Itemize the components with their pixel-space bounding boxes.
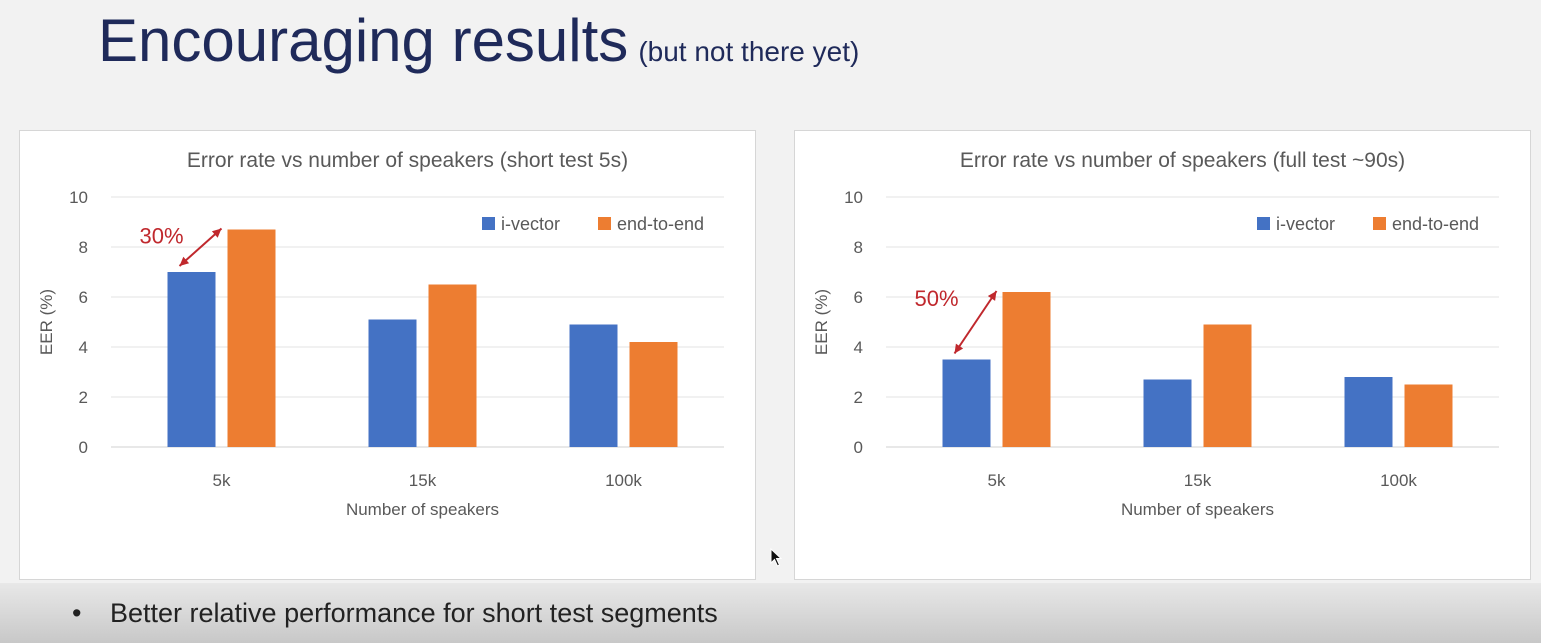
legend-label: end-to-end xyxy=(1392,214,1479,234)
bullet-marker: • xyxy=(72,598,82,628)
x-tick-label: 100k xyxy=(1380,471,1417,490)
x-tick-label: 100k xyxy=(605,471,642,490)
legend-swatch-i-vector xyxy=(1257,217,1270,230)
x-axis-title: Number of speakers xyxy=(346,500,499,519)
y-tick-label: 2 xyxy=(79,388,88,407)
chart-short-test: Error rate vs number of speakers (short … xyxy=(37,149,724,519)
y-tick-label: 10 xyxy=(844,188,863,207)
bullet-point: • Better relative performance for short t… xyxy=(72,598,718,629)
annotation-arrow-line xyxy=(953,290,998,355)
legend-label: i-vector xyxy=(501,214,560,234)
x-tick-label: 5k xyxy=(988,471,1006,490)
bar-end-to-end-15k xyxy=(1203,324,1252,447)
x-axis-title: Number of speakers xyxy=(1121,500,1274,519)
slide-subtitle: (but not there yet) xyxy=(638,36,860,67)
chart-title: Error rate vs number of speakers (full t… xyxy=(960,149,1405,172)
bar-i-vector-100k xyxy=(1344,377,1393,447)
bar-i-vector-15k xyxy=(1143,379,1192,447)
annotation-label: 30% xyxy=(140,224,184,249)
x-tick-label: 15k xyxy=(409,471,437,490)
chart-panel-short-test: Error rate vs number of speakers (short … xyxy=(19,130,756,580)
annotation-arrowhead-start xyxy=(179,256,190,266)
bar-end-to-end-15k xyxy=(428,284,477,447)
bar-i-vector-5k xyxy=(167,272,216,447)
y-tick-label: 6 xyxy=(854,288,863,307)
y-tick-label: 4 xyxy=(854,338,863,357)
annotation-arrowhead-end xyxy=(211,228,222,238)
bar-i-vector-100k xyxy=(569,324,618,447)
chart-title: Error rate vs number of speakers (short … xyxy=(187,149,628,172)
bar-end-to-end-5k xyxy=(227,229,276,447)
y-tick-label: 0 xyxy=(79,438,88,457)
y-tick-label: 0 xyxy=(854,438,863,457)
legend-swatch-end-to-end xyxy=(598,217,611,230)
chart-panel-full-test: Error rate vs number of speakers (full t… xyxy=(794,130,1531,580)
slide-title-text: Encouraging results xyxy=(98,7,629,74)
y-tick-label: 8 xyxy=(79,238,88,257)
y-tick-label: 8 xyxy=(854,238,863,257)
slide-title: Encouraging results (but not there yet) xyxy=(98,6,859,75)
bullet-text: Better relative performance for short te… xyxy=(110,598,718,628)
annotation-arrowhead-end xyxy=(987,291,997,301)
y-tick-label: 10 xyxy=(69,188,88,207)
y-tick-label: 4 xyxy=(79,338,88,357)
bottom-band xyxy=(0,583,1541,643)
annotation-label: 50% xyxy=(915,286,959,311)
y-tick-label: 6 xyxy=(79,288,88,307)
y-tick-label: 2 xyxy=(854,388,863,407)
bar-i-vector-15k xyxy=(368,319,417,447)
y-axis-title: EER (%) xyxy=(37,289,56,355)
mouse-cursor-icon xyxy=(770,548,783,567)
legend-swatch-i-vector xyxy=(482,217,495,230)
legend-label: end-to-end xyxy=(617,214,704,234)
bar-end-to-end-5k xyxy=(1002,292,1051,447)
legend-swatch-end-to-end xyxy=(1373,217,1386,230)
chart-full-test: Error rate vs number of speakers (full t… xyxy=(812,149,1499,519)
x-tick-label: 5k xyxy=(213,471,231,490)
annotation-arrowhead-start xyxy=(954,343,964,354)
bar-end-to-end-100k xyxy=(1404,384,1453,447)
legend-label: i-vector xyxy=(1276,214,1335,234)
bar-end-to-end-100k xyxy=(629,342,678,447)
x-tick-label: 15k xyxy=(1184,471,1212,490)
bar-i-vector-5k xyxy=(942,359,991,447)
y-axis-title: EER (%) xyxy=(812,289,831,355)
annotation-arrow-line xyxy=(178,227,223,267)
